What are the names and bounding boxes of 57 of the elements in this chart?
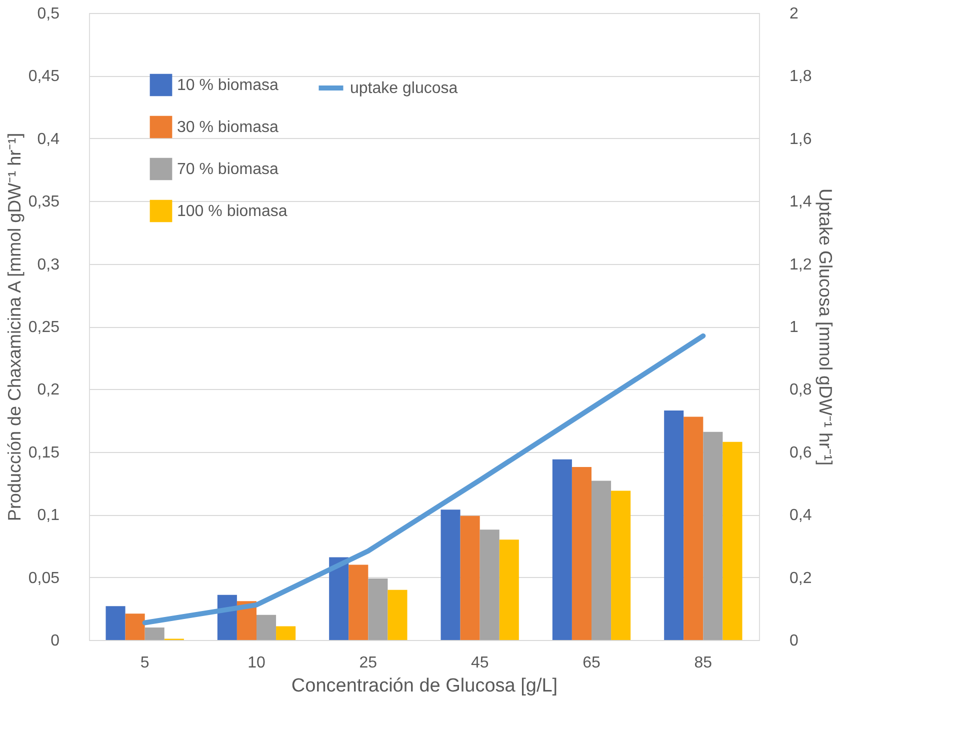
y2-tick-label: 1,8 xyxy=(790,68,812,86)
bar xyxy=(703,432,723,640)
x-tick-label: 10 xyxy=(248,654,266,672)
bar xyxy=(460,516,480,640)
bar xyxy=(256,614,276,640)
bar xyxy=(592,480,612,640)
y-tick-label: 0,05 xyxy=(28,570,60,587)
legend-label: uptake glucosa xyxy=(350,80,458,97)
y-tick-label: 0,15 xyxy=(28,444,60,462)
bar xyxy=(572,466,592,640)
y-tick-label: 0,3 xyxy=(37,256,60,274)
bar xyxy=(499,540,519,640)
legend-label: 10 % biomasa xyxy=(177,77,278,94)
x-axis-title: Concentración de Glucosa [g/L] xyxy=(291,676,558,696)
y2-tick-label: 2 xyxy=(790,6,798,22)
x-tick-label: 85 xyxy=(694,654,712,672)
legend-label: 30 % biomasa xyxy=(177,119,278,136)
bar xyxy=(552,459,572,640)
bar xyxy=(106,606,126,640)
bar xyxy=(144,627,164,640)
y-tick-label: 0,2 xyxy=(37,382,60,399)
y2-tick-label: 1,2 xyxy=(790,256,812,274)
y-tick-label: 0 xyxy=(50,632,60,650)
y2-tick-label: 1,6 xyxy=(790,130,812,148)
bar xyxy=(684,416,704,640)
y-tick-label: 0,45 xyxy=(28,68,60,86)
bar xyxy=(480,530,500,640)
y2-tick-label: 0,6 xyxy=(790,444,812,462)
y-axis-title: Producción de Chaxamicina A [mmol gDW⁻¹ hr⁻¹] xyxy=(4,132,24,522)
y2-tick-label: 0 xyxy=(790,632,798,650)
y-tick-label: 0,35 xyxy=(28,194,60,211)
y2-tick-label: 0,8 xyxy=(790,382,812,399)
bar xyxy=(348,564,368,640)
x-tick-label: 5 xyxy=(140,654,150,672)
y2-axis-title: Uptake Glucosa [mmol gDW⁻¹ hr⁻¹] xyxy=(816,188,836,466)
x-tick-label: 25 xyxy=(359,654,378,672)
bar xyxy=(388,590,408,640)
bar xyxy=(611,490,631,640)
x-tick-label: 65 xyxy=(582,654,600,672)
y2-tick-label: 1,4 xyxy=(790,194,812,211)
y-tick-label: 0,5 xyxy=(37,6,60,22)
y2-tick-label: 0,4 xyxy=(790,507,812,524)
legend-label: 100 % biomasa xyxy=(177,203,288,220)
legend-label: 70 % biomasa xyxy=(177,161,278,178)
y-tick-label: 0,4 xyxy=(37,130,60,148)
bar xyxy=(664,410,684,640)
bar xyxy=(440,510,460,640)
bar xyxy=(125,614,145,640)
bar xyxy=(329,557,349,640)
y2-tick-label: 0,2 xyxy=(790,570,812,587)
x-tick-label: 45 xyxy=(470,654,489,672)
bar xyxy=(722,442,742,640)
y2-tick-label: 1 xyxy=(790,319,798,336)
bar xyxy=(368,578,388,640)
y-tick-label: 0,1 xyxy=(37,507,60,524)
y-tick-label: 0,25 xyxy=(28,319,60,336)
bar xyxy=(276,626,296,640)
